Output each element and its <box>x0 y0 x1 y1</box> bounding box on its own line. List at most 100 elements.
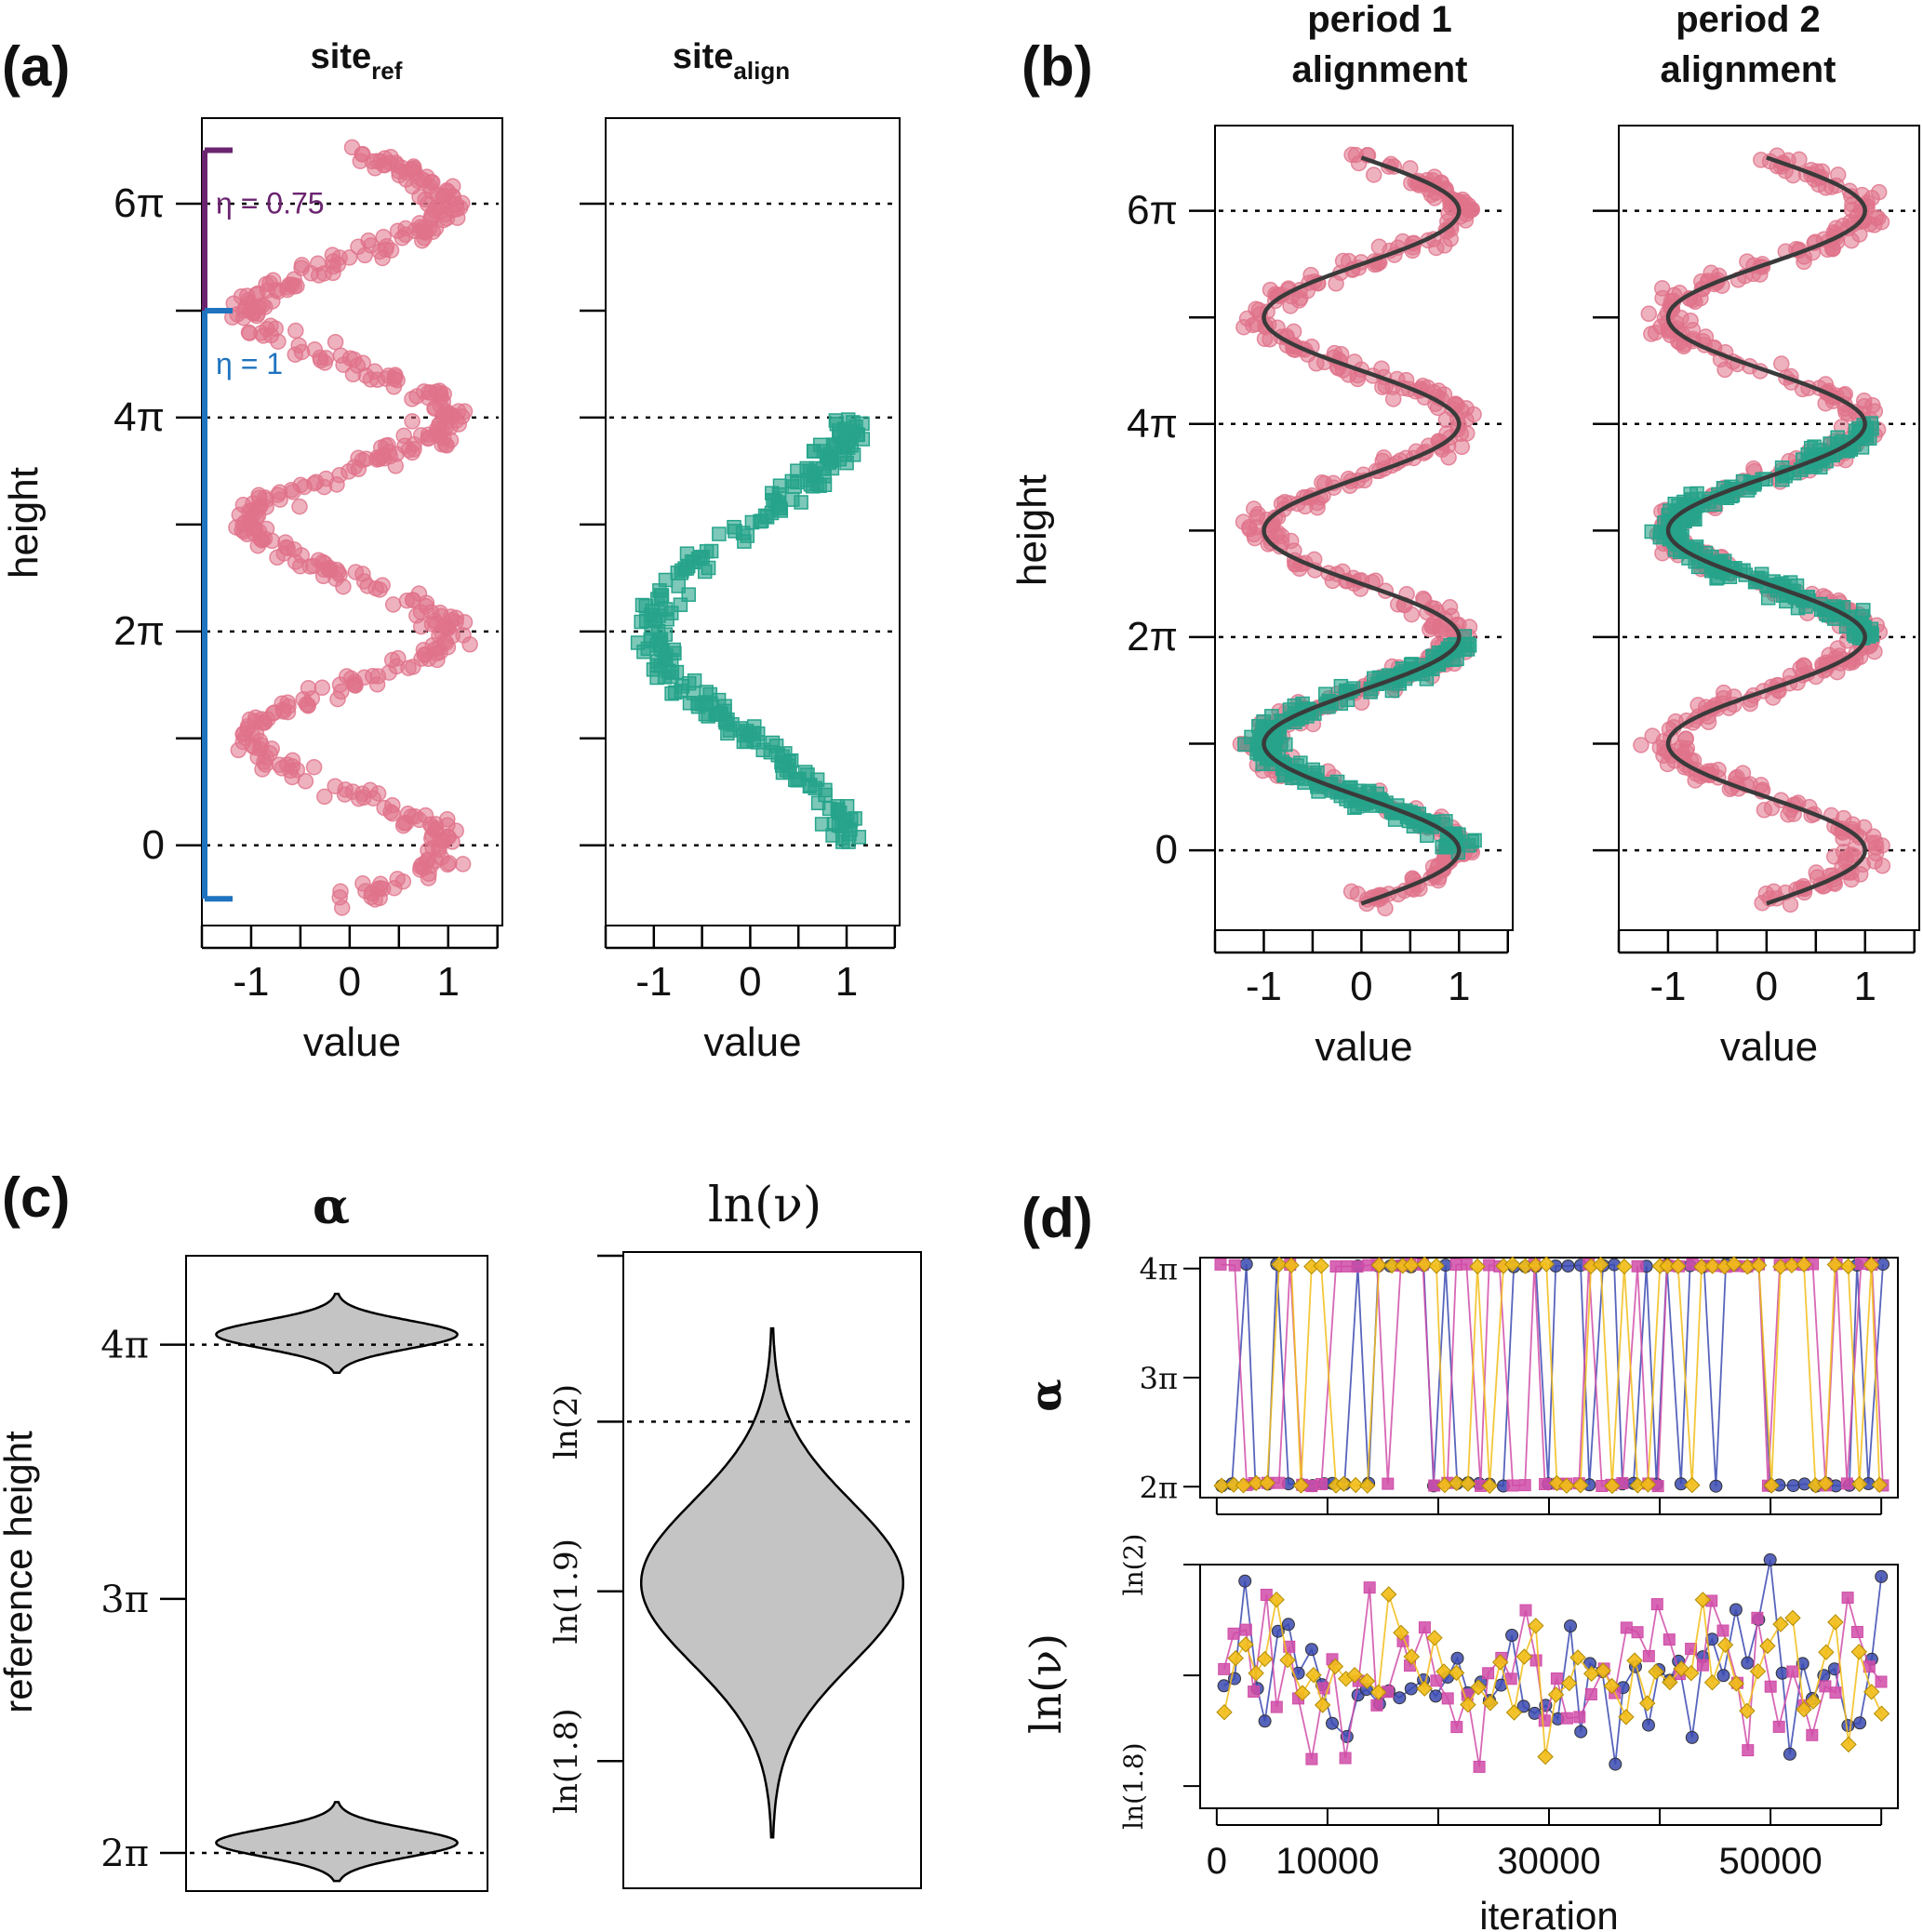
ref-data-point <box>1843 232 1860 249</box>
trace-point-gold <box>1359 1477 1376 1494</box>
ref-data-point <box>247 739 263 756</box>
ref-data-point <box>256 714 274 731</box>
trace-point-blue <box>1450 1651 1464 1665</box>
ref-data-point <box>1248 300 1264 318</box>
trace-point-gold <box>1436 1663 1452 1680</box>
trace-point-magenta <box>1663 1633 1676 1646</box>
align-data-point <box>1467 833 1482 848</box>
trace-point-blue <box>1853 1716 1867 1730</box>
ref-data-point <box>1290 292 1308 309</box>
ref-data-point <box>284 758 301 775</box>
align-data-point <box>770 747 785 763</box>
trace-point-gold <box>1604 1477 1621 1495</box>
trace-point-gold <box>1460 1696 1476 1713</box>
y-axis-label: α <box>1021 1379 1071 1411</box>
trace-point-gold <box>1294 1685 1311 1701</box>
ref-data-point <box>345 351 363 368</box>
align-data-point <box>834 819 849 834</box>
y-tick-label: 2π <box>1140 1470 1178 1505</box>
fitted-curve <box>1665 155 1867 906</box>
trace-point-gold <box>1558 1477 1575 1494</box>
ref-data-point <box>1837 404 1854 421</box>
ref-data-point <box>422 209 439 226</box>
eta-label: η = 1 <box>216 347 283 380</box>
trace-point-gold <box>1448 1474 1465 1492</box>
trace-point-gold <box>1683 1664 1700 1682</box>
ref-data-point <box>327 333 344 351</box>
align-data-point <box>787 479 802 494</box>
ref-data-point <box>347 564 365 580</box>
trace-point-magenta <box>1550 1672 1563 1685</box>
y-tick-label: 3π <box>100 1579 149 1621</box>
ref-data-point <box>1739 253 1756 270</box>
ref-data-point <box>428 615 445 633</box>
ref-data-point <box>357 367 375 384</box>
trace-point-gold <box>1279 1651 1296 1669</box>
ref-data-point <box>261 274 278 292</box>
ref-data-point <box>288 277 305 295</box>
trace-point-magenta <box>1370 1699 1383 1712</box>
ref-data-point <box>378 237 395 255</box>
plot-a-ref <box>176 117 503 950</box>
ref-data-point <box>277 539 295 556</box>
x-tick-label: 1 <box>835 959 858 1005</box>
trace-line-gold <box>1222 1262 1881 1487</box>
ref-data-point <box>332 883 349 900</box>
align-data-point <box>698 695 713 710</box>
align-data-point <box>810 795 826 811</box>
ref-data-point <box>374 577 391 593</box>
align-data-point <box>808 460 824 476</box>
ref-data-point <box>461 636 478 653</box>
trace-point-gold <box>1569 1649 1586 1666</box>
x-tick-label: 30000 <box>1497 1841 1600 1882</box>
align-data-point <box>824 460 840 476</box>
align-data-point <box>674 683 688 699</box>
align-data-point <box>736 734 752 750</box>
ref-data-point <box>1874 837 1890 854</box>
trace-point-gold <box>1259 1474 1275 1492</box>
plot-d-lnnu <box>1183 1552 1899 1826</box>
ref-data-point <box>415 859 432 877</box>
trace-point-blue <box>1528 1706 1542 1720</box>
ref-data-point <box>291 498 308 515</box>
ref-data-point <box>397 220 414 237</box>
y-tick-label: 4π <box>114 394 165 440</box>
trace-point-gold <box>1572 1477 1589 1494</box>
ref-data-point <box>387 458 405 474</box>
trace-point-gold <box>1863 1257 1880 1273</box>
ref-data-point <box>1644 727 1661 744</box>
trace-point-magenta <box>1716 1624 1729 1637</box>
x-tick-label: 0 <box>339 959 361 1005</box>
x-tick-label: -1 <box>635 959 672 1005</box>
align-data-point <box>1683 486 1698 501</box>
plot-c-lnnu <box>597 1251 922 1889</box>
ref-data-point <box>236 514 253 531</box>
trace-point-gold <box>1850 1475 1868 1493</box>
trace-point-gold <box>1716 1636 1734 1654</box>
trace-point-gold <box>1327 1658 1344 1675</box>
x-axis-label: value <box>1720 1024 1818 1070</box>
ref-data-point <box>1262 281 1279 299</box>
ref-data-point <box>1873 213 1890 231</box>
align-data-point <box>1644 524 1660 540</box>
trace-point-gold <box>1482 1695 1499 1712</box>
trace-point-blue <box>1775 1666 1789 1680</box>
ref-data-point <box>331 676 349 693</box>
ref-data-point <box>441 855 458 872</box>
ref-data-point <box>1633 737 1649 753</box>
ref-data-point <box>1856 397 1873 415</box>
trace-point-blue <box>1574 1725 1588 1739</box>
trace-point-blue <box>1841 1719 1855 1733</box>
y-tick-label: 2π <box>100 1832 149 1875</box>
ref-data-point <box>329 690 346 708</box>
trace-point-gold <box>1213 1477 1230 1494</box>
trace-point-gold <box>1626 1652 1643 1669</box>
align-data-point <box>663 669 679 685</box>
align-data-point <box>771 486 787 502</box>
trace-point-magenta <box>1772 1720 1785 1733</box>
trace-point-magenta <box>1504 1672 1517 1686</box>
trace-point-gold <box>1648 1663 1664 1680</box>
align-data-point <box>679 546 695 561</box>
trace-point-magenta <box>1584 1688 1597 1700</box>
trace-point-gold <box>1469 1258 1486 1275</box>
